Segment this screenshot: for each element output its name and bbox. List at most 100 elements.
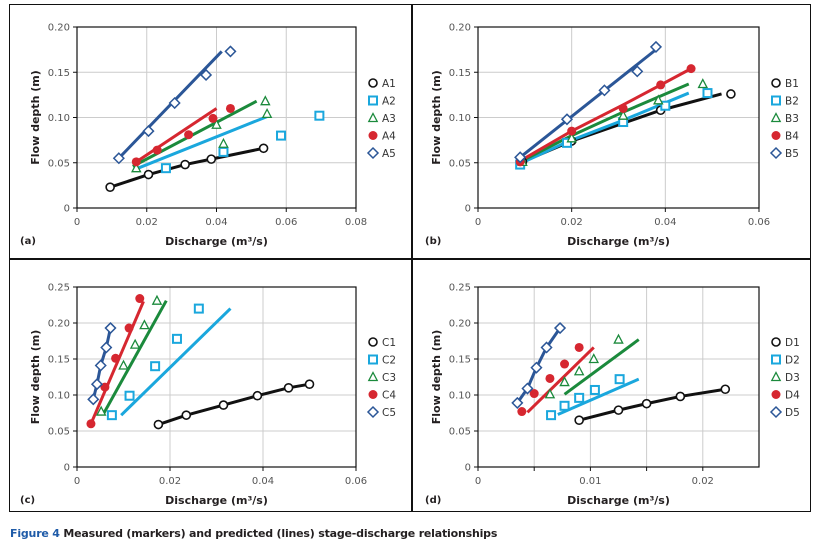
y-tick-label: 0.15	[48, 355, 70, 366]
data-point-c1	[283, 383, 294, 393]
legend-marker-c3	[367, 371, 379, 382]
data-point-c2	[124, 390, 135, 401]
y-tick-label: 0.10	[48, 391, 70, 402]
data-point-c5	[104, 321, 117, 335]
legend-label-b3: B3	[785, 113, 799, 125]
y-tick-label: 0.10	[48, 113, 70, 124]
data-point-b5	[631, 65, 644, 78]
data-point-b5	[649, 40, 663, 53]
legend-label-d4: D4	[785, 390, 800, 402]
y-tick-label: 0.15	[48, 68, 70, 79]
data-point-c5	[87, 393, 100, 406]
y-tick-label: 0.05	[48, 427, 70, 438]
data-point-d2	[614, 374, 625, 385]
series-line-b2	[519, 91, 690, 166]
legend-label-a5: A5	[382, 148, 396, 160]
data-point-c2	[150, 361, 161, 372]
legend-label-b5: B5	[785, 148, 799, 160]
x-tick-label: 0.01	[579, 476, 601, 487]
series-line-c3	[102, 299, 168, 414]
y-tick-label: 0.15	[449, 68, 471, 79]
y-axis-label: Flow depth (m)	[29, 70, 42, 164]
data-point-c2	[171, 333, 182, 344]
data-point-d1	[574, 415, 584, 425]
data-point-c1	[304, 379, 315, 389]
y-tick-label: 0	[64, 463, 70, 474]
legend-marker-c2	[368, 354, 378, 365]
y-tick-label: 0.05	[449, 427, 471, 438]
data-point-a4	[131, 157, 141, 167]
data-point-d5	[521, 382, 534, 395]
chart-panel-d: 0 0.05 0.10 0.15 0.20 0.25 0 0.01 0.02 Discharge …	[425, 283, 800, 508]
data-point-b2	[561, 137, 572, 148]
data-point-c5	[90, 378, 104, 391]
legend-label-d3: D3	[785, 372, 800, 384]
x-tick-label: 0.04	[252, 476, 274, 487]
data-point-b2	[660, 100, 671, 111]
series-line-a2	[137, 115, 268, 170]
series-line-a5	[117, 50, 223, 160]
y-tick-label: 0	[64, 204, 70, 215]
data-point-d3	[588, 353, 600, 364]
legend-marker-b3	[770, 112, 782, 123]
caption-text: Measured (markers) and predicted (lines)…	[63, 527, 498, 540]
data-point-c5	[94, 359, 107, 372]
x-tick-label: 0	[475, 476, 481, 487]
data-point-a3	[261, 107, 273, 119]
data-point-a2	[218, 146, 229, 157]
chart-panel-a: 0 0.05 0.10 0.15 0.20 0 0.02 0.04 0.06 0.08 Discha…	[20, 23, 396, 249]
series-line-d2	[557, 377, 640, 416]
plot-area-border	[76, 286, 357, 468]
legend-marker-d5	[769, 405, 783, 419]
data-point-c4	[86, 419, 96, 429]
y-tick-label: 0.10	[449, 391, 471, 402]
data-point-b5	[514, 151, 527, 164]
data-point-d2	[574, 392, 585, 403]
data-point-b3	[566, 132, 577, 143]
x-tick-label: 0	[475, 217, 481, 228]
series-line-b3	[519, 82, 690, 164]
legend-marker-b1	[771, 78, 781, 88]
x-tick-label: 0.02	[561, 217, 583, 228]
y-axis-label: Flow depth (m)	[430, 330, 443, 424]
legend-marker-c5	[366, 405, 380, 419]
data-point-d3	[573, 365, 585, 376]
y-axis-label: Flow depth (m)	[29, 330, 42, 424]
legend-marker-d4	[771, 390, 781, 399]
legend-label-a2: A2	[382, 96, 396, 108]
data-point-d5	[553, 321, 567, 335]
data-point-c3	[139, 319, 150, 330]
legend-label-d1: D1	[785, 337, 800, 349]
data-point-a5	[224, 45, 237, 58]
legend-label-a1: A1	[382, 78, 396, 90]
legend-label-b2: B2	[785, 96, 799, 108]
data-point-d3	[613, 333, 624, 344]
legend-marker-d1	[771, 337, 781, 347]
chart-panel-b: 0 0.05 0.10 0.15 0.20 0 0.02 0.04 0.06 Discharge …	[425, 23, 799, 249]
data-point-d5	[511, 396, 524, 409]
data-point-d2	[546, 410, 557, 421]
x-axis-label: Discharge (m³/s)	[165, 235, 268, 248]
legend-label-b4: B4	[785, 131, 799, 143]
x-axis-label: Discharge (m³/s)	[567, 235, 670, 248]
x-tick-label: 0.04	[654, 217, 676, 228]
data-point-a1	[105, 182, 115, 192]
x-tick-label: 0.08	[345, 217, 367, 228]
x-tick-label: 0.06	[275, 217, 297, 228]
data-point-a5	[112, 152, 125, 165]
data-point-c3	[129, 338, 141, 349]
data-point-a3	[211, 118, 222, 129]
y-tick-label: 0.15	[449, 355, 471, 366]
data-point-a3	[218, 137, 229, 148]
data-point-d4	[529, 389, 539, 399]
legend-marker-a2	[368, 95, 378, 106]
y-tick-label: 0.20	[48, 23, 70, 34]
x-tick-label: 0.06	[345, 476, 367, 487]
plot-area-border	[477, 286, 760, 468]
legend-marker-a4	[368, 131, 378, 140]
panel-label: (c)	[20, 495, 35, 506]
x-tick-label: 0.02	[136, 217, 158, 228]
x-axis-label: Discharge (m³/s)	[567, 494, 670, 507]
data-point-c3	[95, 405, 107, 416]
series-line-c4	[89, 300, 145, 425]
